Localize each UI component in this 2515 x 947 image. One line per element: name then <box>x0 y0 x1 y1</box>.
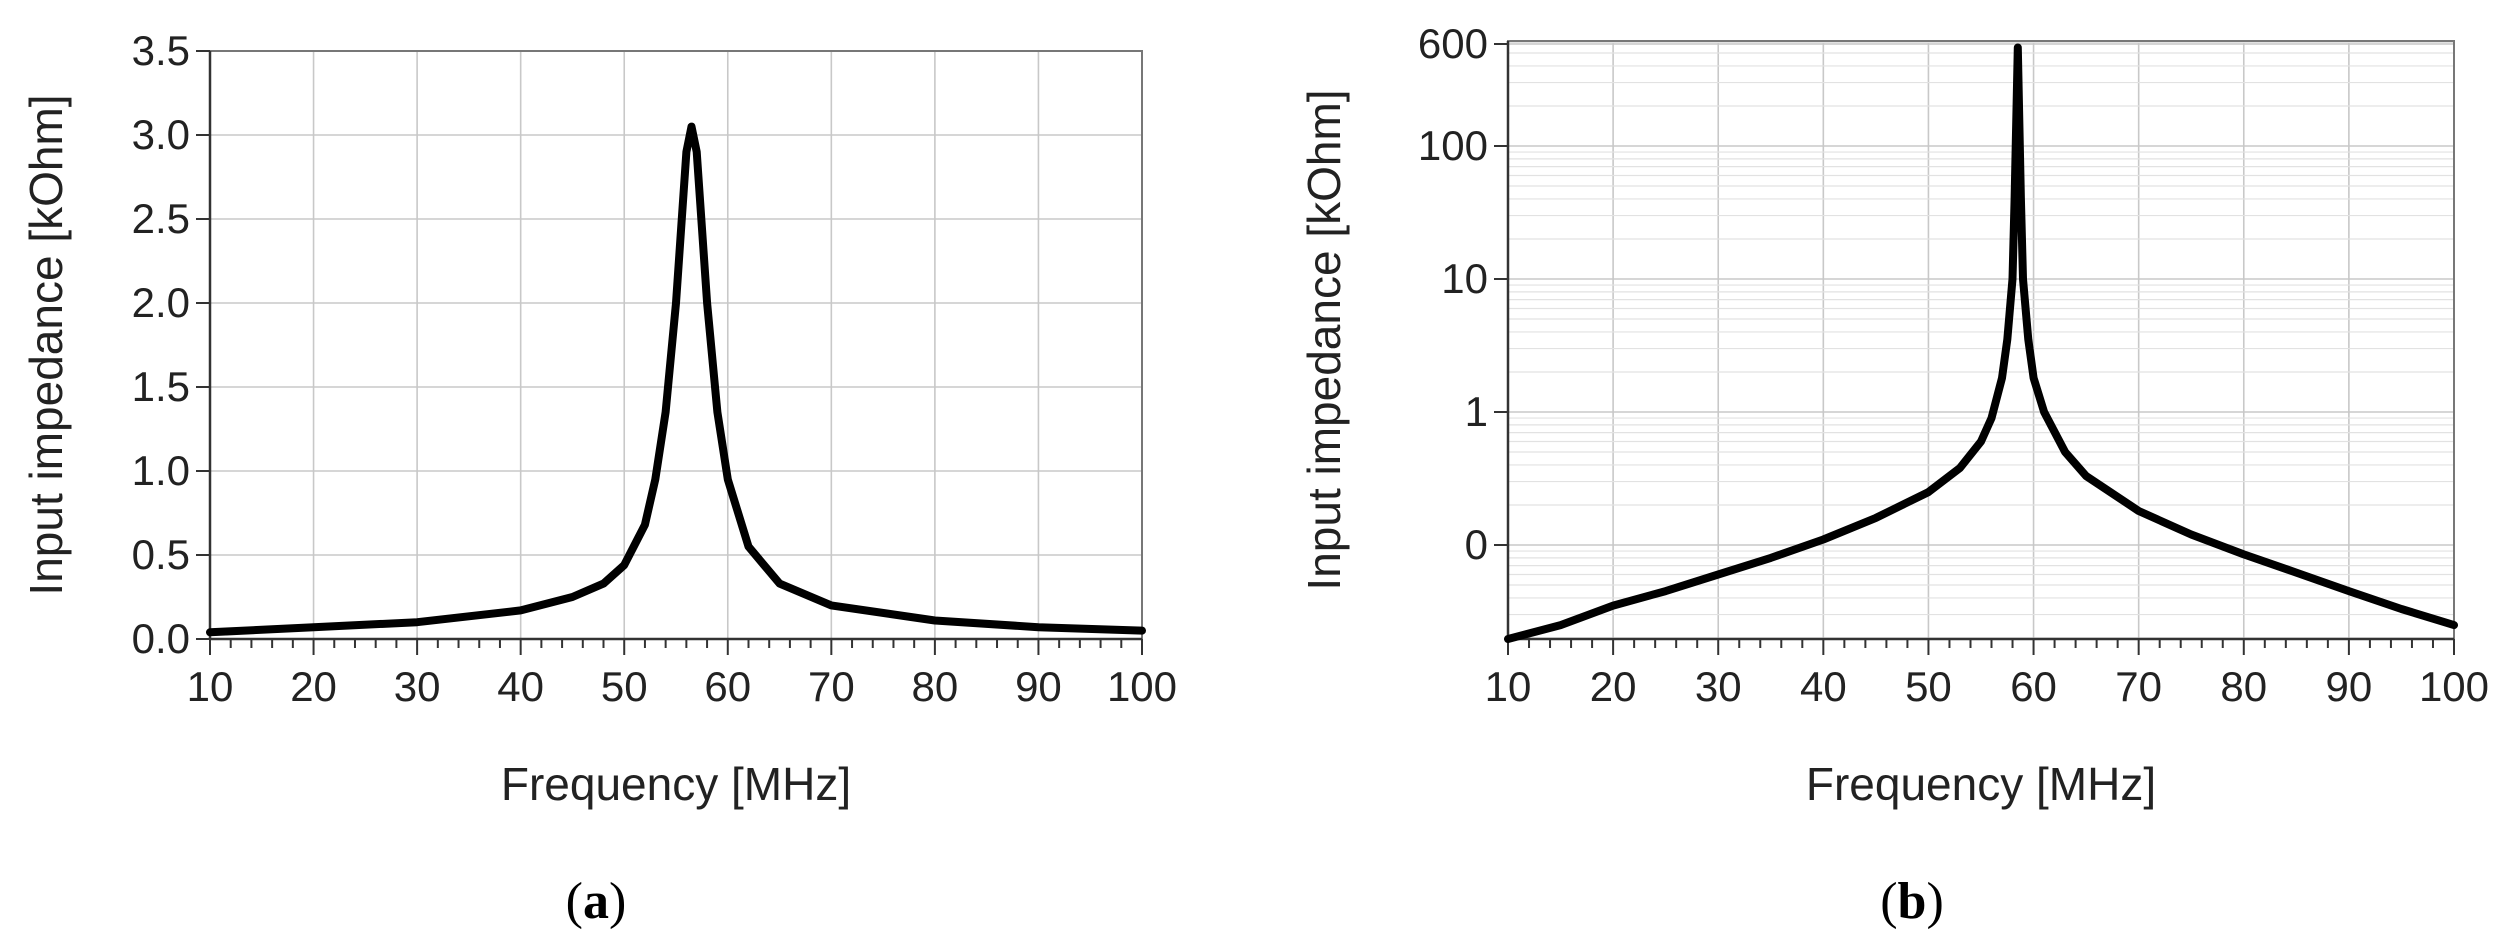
x-axis-label-a: Frequency [MHz] <box>501 758 851 810</box>
y-axis-label-b: Input impedance [kOhm] <box>1298 89 1350 590</box>
x-tick-label: 10 <box>187 663 234 710</box>
y-tick-label: 0.0 <box>132 615 190 662</box>
series-line-a <box>206 122 1146 637</box>
x-tick-label: 40 <box>497 663 544 710</box>
panel-letter-b: b <box>1898 873 1927 930</box>
y-tick-label: 3.0 <box>132 111 190 158</box>
x-tick-label: 100 <box>1107 663 1177 710</box>
x-tick-label: 80 <box>912 663 959 710</box>
y-axis-label-a: Input impedance [kOhm] <box>20 94 72 595</box>
y-tick-label: 100 <box>1418 122 1488 169</box>
y-tick-label: 1 <box>1465 388 1488 435</box>
series-curve-b <box>1504 43 2458 643</box>
x-tick-label: 20 <box>1590 663 1637 710</box>
panel-label-b: (b) <box>1880 873 1944 930</box>
chart-panel-a: 10 20 30 40 50 60 70 80 90 100 0.0 0.5 1.0 1.5 2.0 2.5 3… <box>20 27 1177 930</box>
x-axis-label-b: Frequency [MHz] <box>1806 758 2156 810</box>
x-tick-label: 40 <box>1800 663 1847 710</box>
tick-labels-a: 10 20 30 40 50 60 70 80 90 100 0.0 0.5 1.0 1.5 2.0 2.5 3… <box>132 27 1177 710</box>
x-tick-label: 10 <box>1485 663 1532 710</box>
y-tick-label: 10 <box>1441 255 1488 302</box>
y-tick-label: 3.5 <box>132 27 190 74</box>
y-tick-label: 1.0 <box>132 447 190 494</box>
y-tick-label: 2.5 <box>132 195 190 242</box>
y-tick-label: 2.0 <box>132 279 190 326</box>
x-tick-label: 70 <box>808 663 855 710</box>
y-tick-label: 0.5 <box>132 531 190 578</box>
x-tick-label: 60 <box>2010 663 2057 710</box>
x-tick-label: 90 <box>1015 663 1062 710</box>
ticks-b <box>1494 41 2455 655</box>
x-tick-label: 30 <box>394 663 441 710</box>
x-tick-label: 90 <box>2326 663 2373 710</box>
panel-letter-a: a <box>583 873 609 930</box>
series-curve-a <box>206 122 1146 637</box>
x-tick-label: 80 <box>2220 663 2267 710</box>
x-tick-label: 50 <box>1905 663 1952 710</box>
x-tick-label: 30 <box>1695 663 1742 710</box>
series-line-b <box>1504 43 2458 643</box>
chart-panel-b: 10 20 30 40 50 60 70 80 90 100 0 1 10 100 600 Frequenc… <box>1298 20 2489 930</box>
x-tick-label: 100 <box>2419 663 2489 710</box>
ticks-a <box>196 50 1143 655</box>
grid-b <box>1507 41 2455 639</box>
x-tick-label: 60 <box>704 663 751 710</box>
panel-label-a: (a) <box>566 873 627 930</box>
y-tick-label: 1.5 <box>132 363 190 410</box>
tick-labels-b: 10 20 30 40 50 60 70 80 90 100 0 1 10 100 600 <box>1418 20 2489 710</box>
x-tick-label: 50 <box>601 663 648 710</box>
x-tick-label: 20 <box>290 663 337 710</box>
plot-frame-b <box>1507 40 2455 640</box>
x-tick-label: 70 <box>2115 663 2162 710</box>
y-tick-label: 600 <box>1418 20 1488 67</box>
y-tick-label: 0 <box>1465 521 1488 568</box>
